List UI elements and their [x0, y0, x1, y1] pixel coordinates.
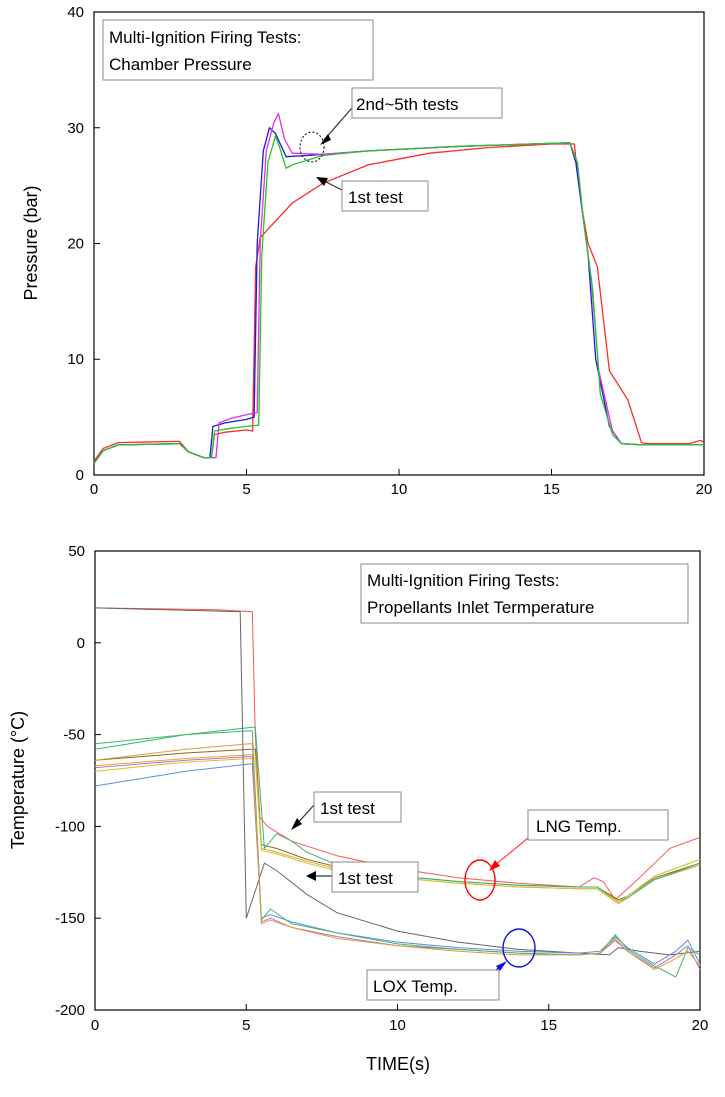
temperature-y-tick-label: -200	[55, 1002, 85, 1019]
temperature-annotation-arrow	[493, 837, 529, 867]
pressure-y-tick-label: 20	[67, 236, 84, 253]
pressure-y-axis-label: Pressure (bar)	[21, 185, 41, 300]
pressure-x-tick-label: 0	[90, 481, 98, 498]
temperature-annotation-text: LNG Temp.	[536, 817, 622, 836]
temperature-subtitle: Propellants Inlet Termperature	[367, 598, 594, 617]
temperature-x-ticks	[94, 1004, 701, 1010]
temperature-x-tick-label: 0	[91, 1017, 99, 1034]
pressure-annotation-arrowhead	[316, 177, 328, 186]
pressure-annotation-text: 1st test	[348, 188, 403, 207]
temperature-annotation-box	[527, 809, 669, 841]
temperature-annotation-arrowhead	[496, 961, 507, 971]
pressure-chart: 0 5 10 15 20 0 10 20 30 40 Pressure (bar…	[21, 4, 712, 498]
temperature-annotation-text: 1st test	[320, 799, 375, 818]
pressure-y-ticks	[94, 11, 100, 476]
temperature-annotation-arrowhead	[306, 871, 316, 881]
temperature-y-tick-label: -150	[55, 910, 85, 927]
pressure-annotation-box	[351, 87, 503, 119]
pressure-x-tick-label: 10	[391, 481, 408, 498]
temperature-y-tick-label: 50	[68, 543, 85, 560]
temperature-annotation-box	[366, 969, 500, 1001]
temperature-y-tick-label: -100	[55, 818, 85, 835]
pressure-plot-frame	[93, 11, 705, 476]
pressure-annotation-arrow	[323, 107, 353, 141]
temperature-annotation-text: LOX Temp.	[373, 977, 458, 996]
pressure-y-tick-label: 40	[67, 4, 84, 21]
temperature-series-group	[94, 607, 701, 978]
temperature-annotation-box	[331, 861, 419, 893]
temperature-y-ticks	[95, 550, 101, 1011]
temperature-annotation-text: 1st test	[338, 869, 393, 888]
pressure-y-tick-label: 0	[76, 467, 84, 484]
pressure-annotation-arrowhead	[320, 134, 331, 145]
pressure-series-line	[93, 133, 704, 464]
pressure-y-tick-label: 10	[67, 351, 84, 368]
temperature-x-tick-label: 15	[540, 1017, 557, 1034]
temperature-title: Multi-Ignition Firing Tests:	[367, 571, 559, 590]
pressure-annotation-text: 2nd~5th tests	[356, 95, 459, 114]
temperature-series-line	[94, 743, 701, 971]
lox-annotation-ellipse	[502, 928, 536, 968]
pressure-x-ticks	[93, 469, 705, 475]
pressure-x-tick-label: 5	[242, 481, 250, 498]
temperature-title-box	[360, 563, 689, 624]
temperature-annotation-arrowhead	[489, 860, 500, 871]
pressure-title: Multi-Ignition Firing Tests:	[109, 28, 301, 47]
temperature-annotation-box	[313, 791, 402, 823]
temperature-series-line	[94, 730, 701, 978]
temperature-x-tick-label: 20	[692, 1017, 709, 1034]
temperature-x-axis-label: TIME(s)	[366, 1054, 430, 1074]
temperature-x-tick-label: 5	[242, 1017, 250, 1034]
pressure-title-box	[102, 19, 374, 81]
pressure-x-tick-label: 15	[543, 481, 560, 498]
temperature-y-tick-label: 0	[77, 635, 85, 652]
pressure-annotation-ellipse	[299, 131, 325, 163]
pressure-subtitle: Chamber Pressure	[109, 55, 252, 74]
temperature-x-tick-label: 10	[389, 1017, 406, 1034]
pressure-x-tick-label: 20	[696, 481, 713, 498]
temperature-chart: 0 5 10 15 20 -200 -150 -100 -50 0 50 Tem…	[8, 543, 708, 1074]
temperature-plot-frame	[94, 550, 701, 1011]
temperature-y-tick-label: -50	[63, 727, 85, 744]
temperature-y-axis-label: Temperature (°C)	[8, 711, 28, 849]
pressure-annotation-box	[341, 180, 429, 212]
lng-annotation-ellipse	[464, 859, 496, 901]
temperature-annotation-arrowhead	[291, 818, 302, 830]
pressure-y-tick-label: 30	[67, 120, 84, 137]
pressure-series-group	[93, 112, 705, 464]
